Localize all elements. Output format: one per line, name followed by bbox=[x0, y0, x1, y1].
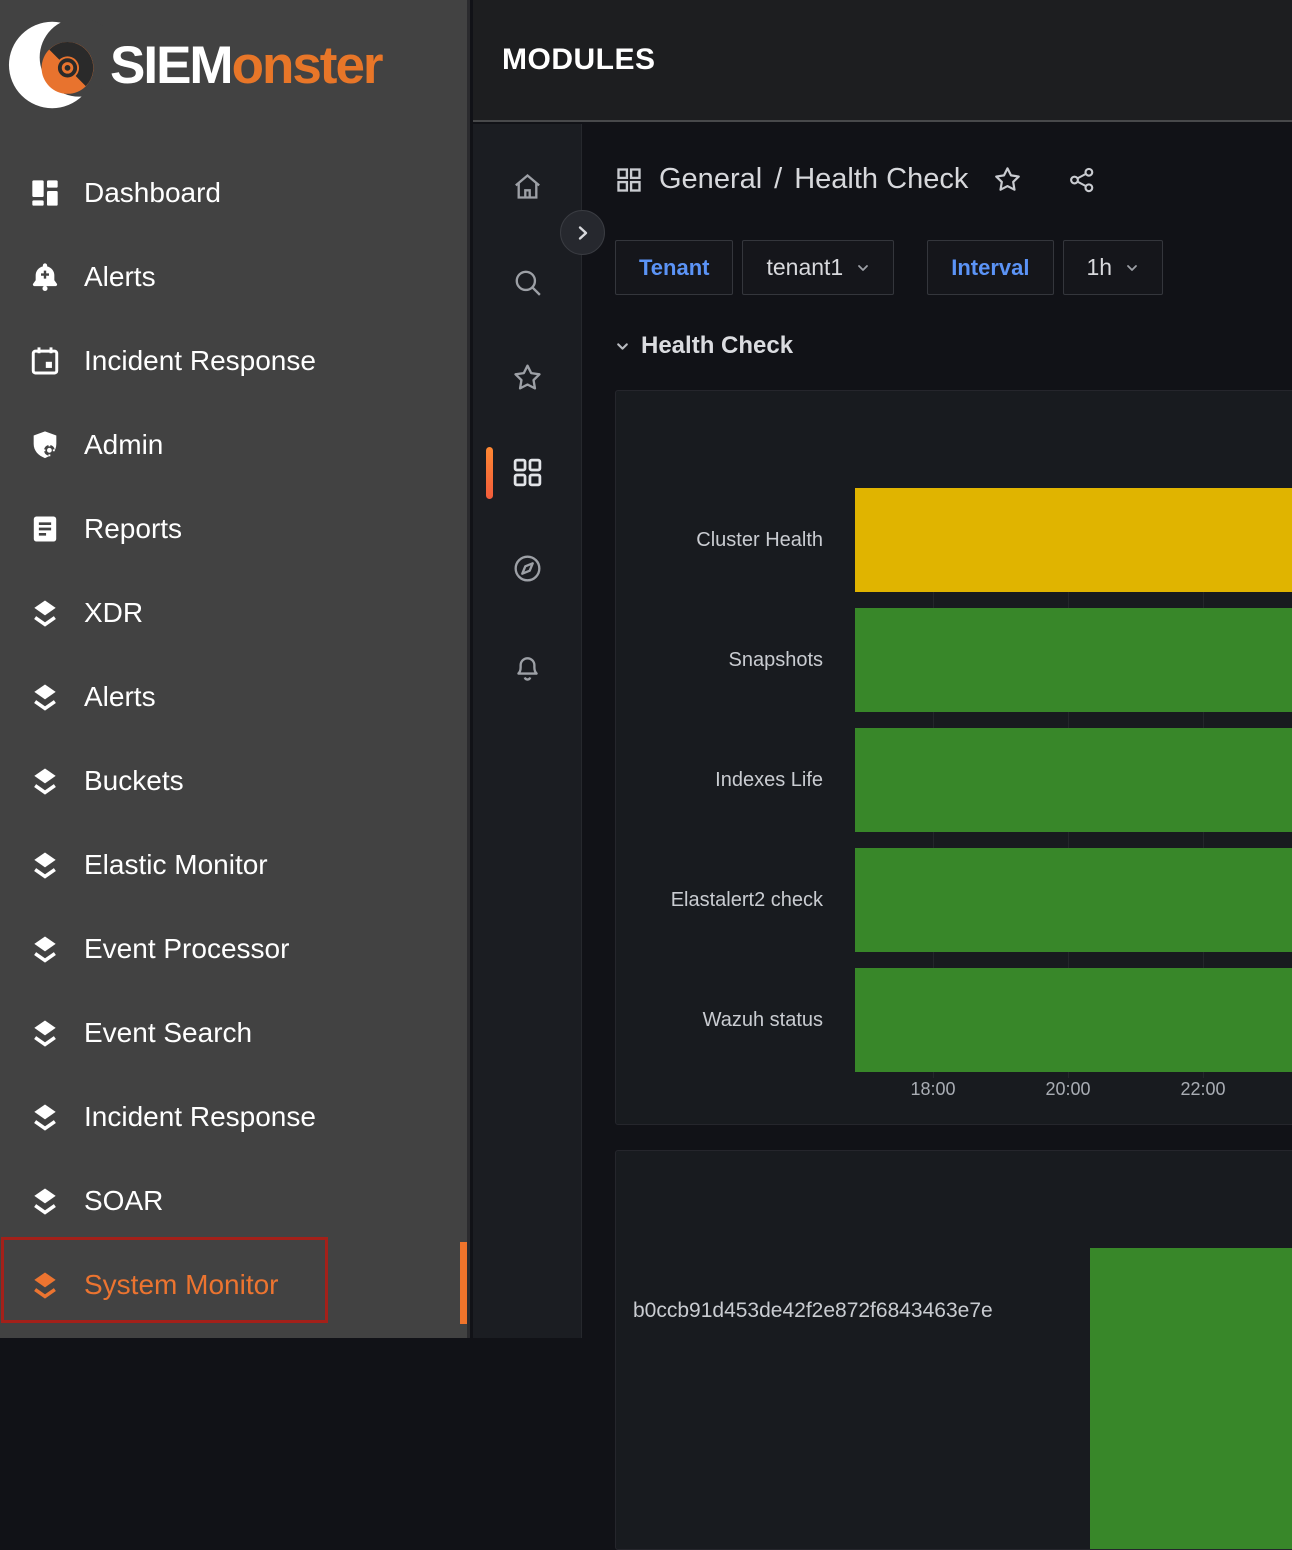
state-bar-wazuh-status bbox=[855, 968, 1292, 1072]
sidebar-item-admin[interactable]: Admin bbox=[0, 403, 467, 487]
row-label-elastalert2-check: Elastalert2 check bbox=[670, 888, 823, 911]
starred-dashboards-icon[interactable] bbox=[509, 359, 545, 395]
state-bar-node bbox=[1090, 1248, 1292, 1549]
row-label-indexes-life: Indexes Life bbox=[715, 768, 823, 791]
health-check-panel: Cluster Health Snapshots Indexes Life El… bbox=[615, 390, 1292, 1125]
interval-label-box: Interval bbox=[927, 240, 1054, 295]
dashboards-breadcrumb-icon bbox=[615, 166, 643, 194]
rail-active-indicator bbox=[486, 447, 493, 499]
calendar-icon bbox=[28, 344, 62, 378]
chevron-down-icon bbox=[856, 261, 870, 275]
interval-select[interactable]: 1h bbox=[1062, 240, 1164, 295]
chevron-down-icon bbox=[615, 339, 630, 354]
grafana-side-rail bbox=[473, 124, 582, 1338]
app-logo: SIEMonster bbox=[0, 0, 467, 118]
layers-icon bbox=[28, 1184, 62, 1218]
page-title: MODULES bbox=[502, 43, 656, 76]
breadcrumb-dashboard-title[interactable]: Health Check bbox=[794, 163, 969, 195]
sidebar-item-alerts-2[interactable]: Alerts bbox=[0, 655, 467, 739]
layers-icon bbox=[28, 596, 62, 630]
dashboards-icon[interactable] bbox=[509, 454, 545, 490]
dashboard-icon bbox=[28, 176, 62, 210]
alerting-icon[interactable] bbox=[509, 649, 545, 685]
sidebar-item-incident-response-2[interactable]: Incident Response bbox=[0, 1075, 467, 1159]
shield-icon bbox=[28, 428, 62, 462]
sidebar-item-elastic-monitor[interactable]: Elastic Monitor bbox=[0, 823, 467, 907]
sidebar-item-event-processor[interactable]: Event Processor bbox=[0, 907, 467, 991]
report-icon bbox=[28, 512, 62, 546]
tenant-select[interactable]: tenant1 bbox=[742, 240, 895, 295]
grafana-workspace: General / Health Check Tenant tenant1 bbox=[473, 124, 1292, 1550]
breadcrumb: General / Health Check bbox=[615, 163, 1292, 196]
bell-plus-icon bbox=[28, 260, 62, 294]
row-label-cluster-health: Cluster Health bbox=[696, 528, 823, 551]
x-axis-tick: 20:00 bbox=[1045, 1079, 1091, 1099]
layers-icon bbox=[28, 932, 62, 966]
layers-icon bbox=[28, 680, 62, 714]
home-icon[interactable] bbox=[509, 168, 545, 204]
expand-rail-button[interactable] bbox=[560, 210, 605, 255]
row-label-snapshots: Snapshots bbox=[728, 648, 823, 671]
sidebar-item-dashboard[interactable]: Dashboard bbox=[0, 151, 467, 235]
dashboard-variables: Tenant tenant1 Interval 1h bbox=[615, 240, 1292, 295]
row-label-node-id: b0ccb91d453de42f2e872f6843463e7e bbox=[633, 1299, 993, 1322]
sidebar-item-incident-response[interactable]: Incident Response bbox=[0, 319, 467, 403]
favorite-star-icon[interactable] bbox=[992, 164, 1023, 195]
row-health-check[interactable]: Health Check bbox=[615, 332, 1292, 360]
row-label-wazuh-status: Wazuh status bbox=[702, 1008, 823, 1031]
layers-icon bbox=[28, 848, 62, 882]
x-axis-tick: 18:00 bbox=[910, 1079, 956, 1099]
siemonster-logo-icon bbox=[8, 17, 104, 109]
breadcrumb-folder[interactable]: General bbox=[659, 163, 763, 195]
state-bar-snapshots bbox=[855, 608, 1292, 712]
state-bar-cluster-health bbox=[855, 488, 1292, 592]
app-logo-text: SIEMonster bbox=[110, 35, 384, 95]
state-bar-indexes-life bbox=[855, 728, 1292, 832]
node-status-panel: b0ccb91d453de42f2e872f6843463e7e bbox=[615, 1150, 1292, 1550]
sidebar-item-system-monitor[interactable]: System Monitor bbox=[0, 1243, 467, 1327]
sidebar-item-alerts[interactable]: Alerts bbox=[0, 235, 467, 319]
state-bar-elastalert2-check bbox=[855, 848, 1292, 952]
active-item-edge-indicator bbox=[460, 1242, 467, 1324]
x-axis-tick: 22:00 bbox=[1180, 1079, 1226, 1099]
dashboard-content: General / Health Check Tenant tenant1 bbox=[582, 124, 1292, 1550]
app-sidebar: SIEMonster Dashboard Alerts Incident Res… bbox=[0, 0, 470, 1338]
breadcrumb-separator: / bbox=[774, 163, 783, 195]
tenant-label-box: Tenant bbox=[615, 240, 734, 295]
layers-icon bbox=[28, 1268, 62, 1302]
layers-icon bbox=[28, 764, 62, 798]
layers-icon bbox=[28, 1100, 62, 1134]
chevron-down-icon bbox=[1125, 261, 1139, 275]
sidebar-item-soar[interactable]: SOAR bbox=[0, 1159, 467, 1243]
variable-interval: Interval 1h bbox=[927, 240, 1164, 295]
sidebar-item-reports[interactable]: Reports bbox=[0, 487, 467, 571]
layers-icon bbox=[28, 1016, 62, 1050]
main-region: MODULES bbox=[473, 0, 1292, 1550]
explore-icon[interactable] bbox=[509, 550, 545, 586]
sidebar-item-event-search[interactable]: Event Search bbox=[0, 991, 467, 1075]
modules-header: MODULES bbox=[473, 0, 1292, 122]
sidebar-item-buckets[interactable]: Buckets bbox=[0, 739, 467, 823]
variable-tenant: Tenant tenant1 bbox=[615, 240, 895, 295]
sidebar-item-xdr[interactable]: XDR bbox=[0, 571, 467, 655]
share-icon[interactable] bbox=[1067, 165, 1097, 195]
sidebar-nav: Dashboard Alerts Incident Response Admin… bbox=[0, 151, 467, 1327]
search-icon[interactable] bbox=[509, 264, 545, 300]
